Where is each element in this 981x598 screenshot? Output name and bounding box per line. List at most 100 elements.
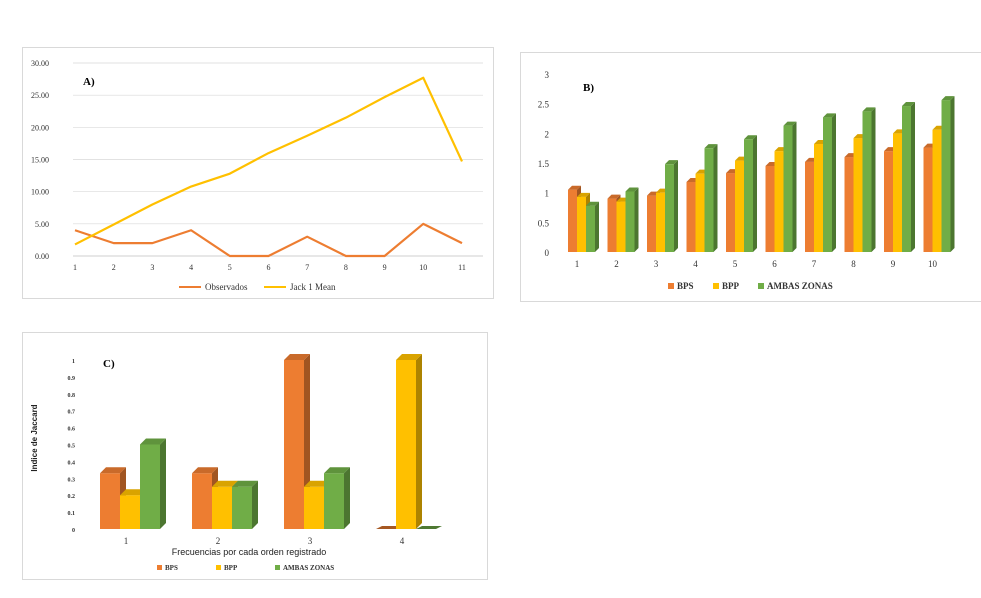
y-tick-label: 0.5 [538, 218, 550, 228]
bar-side [832, 113, 836, 253]
x-tick-label: 6 [772, 259, 777, 269]
bar-top [902, 102, 915, 107]
bar-top [941, 96, 955, 101]
x-tick-label: 7 [812, 259, 817, 269]
bar-bpp [656, 192, 665, 252]
bar-chart-svg-c: 0 0.1 0.2 0.3 0.4 0.5 0.6 0.7 0.8 0.9 1 C) Indice de… [30, 354, 442, 572]
chart-panel-a: 0.00 5.00 10.00 15.00 20.00 25.00 30.00 1 2 3 4 5 6 7… [22, 47, 494, 299]
x-tick-label: 1 [124, 536, 129, 546]
x-tick-label: 7 [305, 263, 309, 272]
bar-bps [805, 161, 814, 252]
bar-bpp [774, 151, 784, 252]
y-tick-label: 15.00 [31, 156, 49, 165]
bar-bps [765, 165, 775, 252]
bar-top [192, 467, 218, 474]
bar-top [862, 107, 876, 112]
x-tick-label: 9 [891, 259, 896, 269]
bar-top [665, 160, 678, 165]
bar-bps [284, 360, 304, 529]
bar-top [704, 144, 718, 149]
bar-ambas-zonas [941, 100, 951, 253]
legend-label: BPP [722, 281, 740, 291]
bar-side [416, 354, 422, 529]
x-tick-label: 3 [308, 536, 313, 546]
y-tick-label: 0 [545, 248, 550, 258]
bar-bpp [853, 138, 863, 252]
bar-top [140, 438, 166, 445]
bar-side [634, 187, 639, 252]
bar-top [396, 354, 422, 360]
legend-label: BPP [224, 564, 238, 572]
bar-bps [844, 157, 854, 252]
bar-ambas-zonas [783, 125, 793, 252]
x-tick-label: 1 [73, 263, 77, 272]
bar-side [753, 135, 757, 252]
y-tick-label: 0.8 [68, 393, 76, 399]
bar-ambas-zonas [862, 111, 872, 252]
bar-bpp [396, 360, 416, 529]
panel-label: B) [583, 82, 594, 94]
bar-bps [884, 151, 893, 252]
bar-bps [923, 147, 933, 252]
legend-swatch [216, 565, 221, 570]
legend-label: Observados [205, 282, 248, 292]
bar-side [252, 480, 258, 529]
bar-bpp [932, 129, 942, 252]
line-chart-svg: 0.00 5.00 10.00 15.00 20.00 25.00 30.00 1 2 3 4 5 6 7… [31, 59, 483, 292]
bar-top [586, 201, 599, 206]
bar-top [324, 467, 350, 474]
bar-side [344, 467, 350, 529]
series-line-observados [74, 222, 463, 258]
x-tick-label: 8 [344, 263, 348, 272]
bar-top [783, 121, 797, 126]
y-tick-label: 25.00 [31, 91, 49, 100]
x-axis-title: Frecuencias por cada orden registrado [172, 547, 327, 557]
x-tick-label: 4 [189, 263, 193, 272]
bar-ambas-zonas [324, 473, 344, 529]
y-tick-label: 3 [545, 70, 550, 80]
bar-bpp [695, 173, 705, 252]
bar-ambas-zonas [232, 486, 252, 529]
legend-label: BPS [677, 281, 694, 291]
bar-bpp [577, 196, 586, 252]
y-axis-title: Indice de Jaccard [30, 404, 39, 471]
bar-top [577, 192, 590, 197]
bar-top [607, 194, 621, 199]
x-tick-label: 5 [228, 263, 232, 272]
bar-side [674, 160, 678, 252]
bar-ambas-zonas [902, 106, 911, 252]
bar-ambas-zonas [625, 191, 635, 252]
y-tick-label: 0.1 [68, 511, 76, 517]
bar-ambas-zonas [586, 205, 595, 252]
bar-top [744, 135, 757, 140]
legend-swatch [668, 283, 674, 289]
y-tick-label: 1 [545, 189, 550, 199]
legend-swatch [758, 283, 764, 289]
legend-label: Jack 1 Mean [290, 282, 336, 292]
bar-bps [726, 173, 735, 252]
bar-top [120, 489, 146, 496]
x-tick-label: 11 [458, 263, 466, 272]
y-tick-label: 0.00 [35, 252, 49, 261]
bar-bps [647, 195, 656, 252]
bar-top [100, 467, 126, 474]
y-tick-label: 0.2 [68, 494, 76, 500]
x-tick-label: 10 [419, 263, 427, 272]
y-tick-label: 0.6 [68, 427, 76, 433]
y-tick-label: 5.00 [35, 220, 49, 229]
bar-bpp [212, 486, 232, 529]
x-tick-label: 10 [928, 259, 938, 269]
bar-top [284, 354, 310, 360]
x-tick-label: 4 [400, 536, 405, 546]
bar-ambas-zonas [744, 139, 753, 252]
x-tick-label: 6 [267, 263, 271, 272]
bar-bpp [735, 160, 744, 252]
y-tick-label: 0.7 [68, 410, 76, 416]
y-tick-label: 0.5 [68, 444, 76, 450]
x-tick-label: 1 [575, 259, 580, 269]
bar-bps [192, 473, 212, 529]
bar-zero-bps [376, 526, 402, 529]
bar-side [792, 121, 797, 253]
bar-side [871, 107, 876, 252]
bar-ambas-zonas [665, 164, 674, 252]
